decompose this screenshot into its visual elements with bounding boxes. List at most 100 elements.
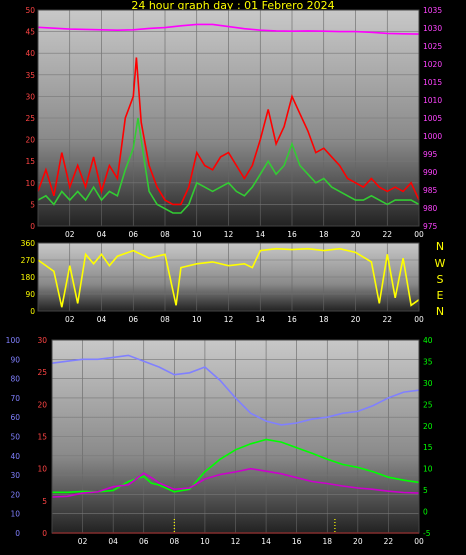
y-tick-label-left: 50 xyxy=(25,6,35,15)
y-tick-label-right: -5 xyxy=(423,529,431,538)
x-tick-label: 02 xyxy=(65,230,75,239)
y-tick-label-right: 1035 xyxy=(423,6,442,15)
y-tick-label-left: 15 xyxy=(25,157,35,166)
x-tick-label: 12 xyxy=(224,315,234,324)
chart-frame xyxy=(37,9,420,227)
y-tick-label-right: 1030 xyxy=(423,24,442,33)
y-tick-label-right: 1025 xyxy=(423,42,442,51)
y-tick-label-left: 80 xyxy=(10,375,20,384)
y-tick-label-right: 35 xyxy=(423,357,433,366)
series-line xyxy=(51,467,420,498)
y-tick-label-left: 5 xyxy=(30,200,35,209)
compass-label-e: E xyxy=(436,289,444,302)
y-tick-label-left2: 5 xyxy=(42,497,47,506)
y-tick-label-right: 995 xyxy=(423,150,438,159)
x-tick-label: 14 xyxy=(255,315,265,324)
x-tick-label: 12 xyxy=(224,230,234,239)
series-line xyxy=(37,247,420,308)
y-tick-label-left: 30 xyxy=(25,92,35,101)
y-tick-label-right: 1015 xyxy=(423,78,442,87)
x-tick-label: 20 xyxy=(351,315,361,324)
y-tick-label-right: 1000 xyxy=(423,132,442,141)
y-tick-label-left: 0 xyxy=(30,307,35,316)
y-tick-label-left: 20 xyxy=(25,136,35,145)
y-tick-label-left: 10 xyxy=(25,179,35,188)
x-tick-label: 18 xyxy=(319,230,329,239)
y-tick-label-right: 10 xyxy=(423,465,433,474)
y-tick-label-left: 270 xyxy=(21,256,36,265)
compass-label-s: S xyxy=(436,273,444,286)
y-tick-label-right: 990 xyxy=(423,168,438,177)
series-line xyxy=(52,438,420,494)
y-tick-label-right: 30 xyxy=(423,379,433,388)
y-tick-label-left2: 10 xyxy=(37,465,47,474)
y-tick-label-right: 5 xyxy=(423,486,428,495)
y-tick-label-left2: 30 xyxy=(37,336,47,345)
y-tick-label-right: 25 xyxy=(423,400,433,409)
y-tick-label-right: 40 xyxy=(423,336,433,345)
compass-label-w: W xyxy=(434,257,446,270)
y-tick-label-right: 20 xyxy=(423,422,433,431)
y-tick-label-left2: 20 xyxy=(37,400,47,409)
x-tick-label: 10 xyxy=(192,230,202,239)
x-tick-label: 08 xyxy=(160,230,170,239)
y-tick-label-left: 70 xyxy=(10,394,20,403)
x-tick-label: 22 xyxy=(384,537,394,546)
y-tick-label-right: 1020 xyxy=(423,60,442,69)
x-tick-label: 16 xyxy=(287,315,297,324)
y-tick-label-left2: 15 xyxy=(37,433,47,442)
y-tick-label-left2: 25 xyxy=(37,368,47,377)
x-tick-label: 04 xyxy=(108,537,118,546)
y-tick-label-right: 15 xyxy=(423,443,433,452)
y-tick-label-left: 0 xyxy=(30,222,35,231)
y-tick-label-left: 20 xyxy=(10,490,20,499)
y-tick-label-left: 90 xyxy=(10,355,20,364)
y-tick-label-left: 30 xyxy=(10,471,20,480)
x-tick-label: 00 xyxy=(414,230,424,239)
y-tick-label-left: 40 xyxy=(10,452,20,461)
x-tick-label: 06 xyxy=(128,315,138,324)
x-tick-label: 18 xyxy=(319,315,329,324)
x-tick-label: 20 xyxy=(351,230,361,239)
x-tick-label: 08 xyxy=(170,537,180,546)
x-tick-label: 04 xyxy=(97,230,107,239)
y-tick-label-right: 985 xyxy=(423,186,438,195)
x-tick-label: 16 xyxy=(292,537,302,546)
y-tick-label-left: 10 xyxy=(10,510,20,519)
x-tick-label: 10 xyxy=(200,537,210,546)
x-tick-label: 02 xyxy=(78,537,88,546)
y-tick-label-left: 45 xyxy=(25,28,35,37)
x-tick-label: 14 xyxy=(255,230,265,239)
x-tick-label: 22 xyxy=(382,315,392,324)
series-line xyxy=(37,117,420,214)
x-tick-label: 00 xyxy=(414,537,424,546)
x-tick-label: 14 xyxy=(261,537,271,546)
y-tick-label-left: 0 xyxy=(15,529,20,538)
x-tick-label: 08 xyxy=(160,315,170,324)
compass-label-n1: N xyxy=(435,240,445,253)
compass-label-n2: N xyxy=(435,305,445,318)
y-tick-label-right: 975 xyxy=(423,222,438,231)
y-tick-label-left: 25 xyxy=(25,114,35,123)
series-line xyxy=(37,57,420,206)
x-tick-label: 02 xyxy=(65,315,75,324)
x-tick-label: 12 xyxy=(231,537,241,546)
x-tick-label: 22 xyxy=(382,230,392,239)
x-tick-label: 20 xyxy=(353,537,363,546)
series-line xyxy=(51,354,420,426)
x-tick-label: 16 xyxy=(287,230,297,239)
y-tick-label-left: 35 xyxy=(25,71,35,80)
y-tick-label-left: 60 xyxy=(10,413,20,422)
y-tick-label-left: 40 xyxy=(25,49,35,58)
x-tick-label: 04 xyxy=(97,315,107,324)
x-tick-label: 06 xyxy=(128,230,138,239)
chart-frame xyxy=(51,339,420,534)
x-tick-label: 06 xyxy=(139,537,149,546)
x-tick-label: 18 xyxy=(322,537,332,546)
chart-frame xyxy=(37,242,420,312)
x-tick-label: 10 xyxy=(192,315,202,324)
x-tick-label: 00 xyxy=(414,315,424,324)
y-tick-label-left: 50 xyxy=(10,433,20,442)
series-line xyxy=(37,23,420,35)
